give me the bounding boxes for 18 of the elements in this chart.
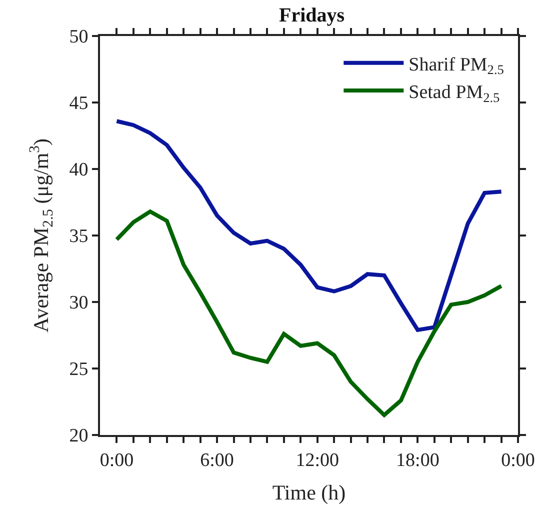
x-axis-title: Time (h) [272, 480, 346, 504]
y-tick-label: 50 [69, 26, 88, 48]
x-tick-label: 18:00 [396, 450, 440, 471]
x-tick-label: 6:00 [200, 450, 234, 471]
legend-label: Setad PM$_{2.5}$ [408, 82, 500, 105]
line-series [114, 119, 504, 332]
x-tick-label: 12:00 [296, 450, 339, 471]
y-tick-label: 35 [69, 226, 88, 248]
x-tick-label: 0:00 [100, 450, 134, 471]
legend-label: Sharif PM$_{2.5}$ [408, 54, 504, 78]
y-tick-label: 20 [69, 426, 88, 447]
y-tick-label: 25 [69, 359, 88, 380]
x-tick-label: 0:00 [501, 450, 535, 471]
y-tick-label: 40 [69, 160, 88, 181]
chart-title: Fridays [279, 4, 345, 27]
y-tick-label: 30 [69, 292, 88, 314]
line-series [114, 210, 504, 418]
y-tick-label: 45 [69, 93, 88, 114]
